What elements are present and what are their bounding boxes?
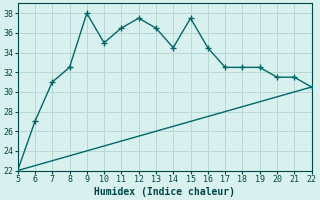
X-axis label: Humidex (Indice chaleur): Humidex (Indice chaleur) <box>94 186 235 197</box>
